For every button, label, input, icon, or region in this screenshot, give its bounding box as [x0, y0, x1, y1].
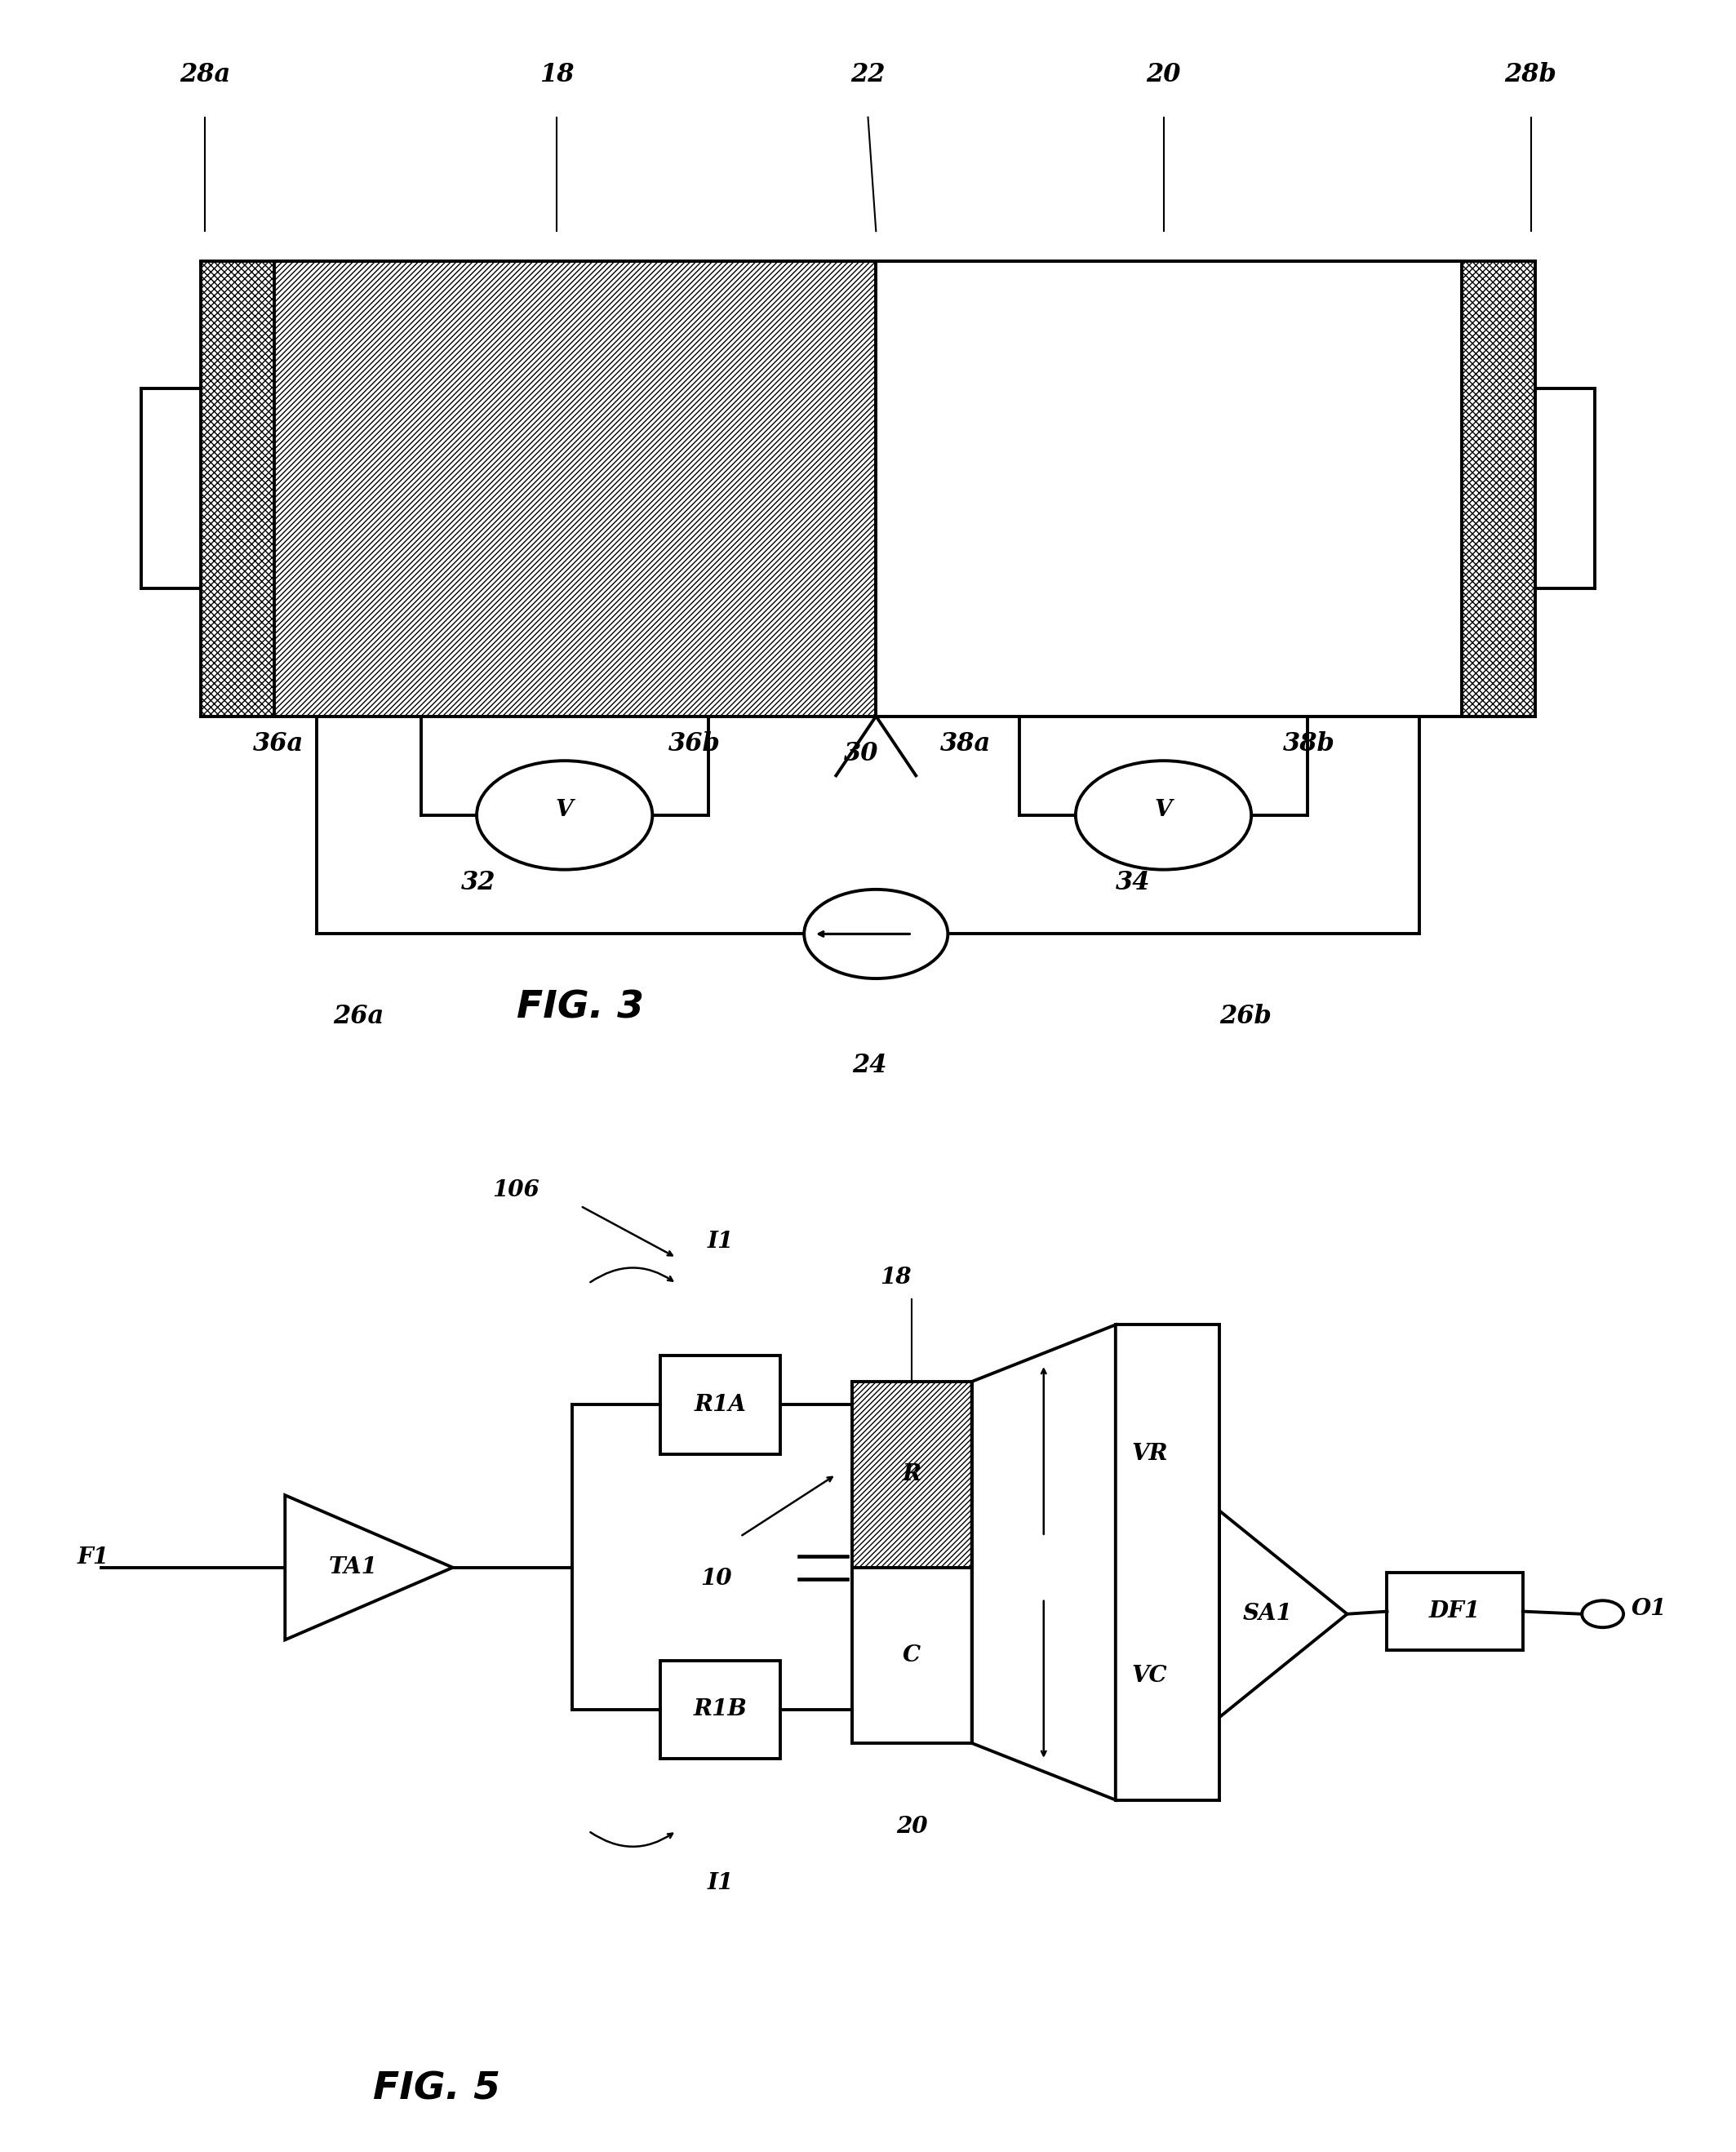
Text: 28a: 28a [181, 62, 231, 88]
Text: TA1: TA1 [328, 1556, 377, 1580]
Text: 20: 20 [1146, 62, 1180, 88]
Bar [1462, 260, 1536, 717]
Text: 38a: 38a [939, 732, 991, 758]
Text: R: R [903, 1463, 922, 1485]
Text: 34: 34 [1116, 869, 1151, 895]
Text: 36b: 36b [668, 732, 720, 758]
Text: 32: 32 [460, 869, 495, 895]
Bar [852, 1382, 972, 1567]
Text: 22: 22 [851, 62, 885, 88]
Text: 18: 18 [540, 62, 575, 88]
Text: VR: VR [1132, 1442, 1168, 1466]
Text: 26b: 26b [1219, 1003, 1271, 1029]
Text: O1: O1 [1632, 1597, 1667, 1620]
Text: 28b: 28b [1505, 62, 1557, 88]
Text: V: V [1154, 798, 1172, 822]
Text: FIG. 5: FIG. 5 [373, 2070, 500, 2107]
Circle shape [1076, 762, 1252, 869]
Text: 26a: 26a [333, 1003, 384, 1029]
Text: FIG. 3: FIG. 3 [517, 990, 644, 1027]
Text: V: V [556, 798, 573, 822]
Text: C: C [903, 1644, 922, 1666]
Text: R1A: R1A [694, 1394, 746, 1416]
Bar [660, 1661, 779, 1758]
Text: VC: VC [1132, 1666, 1167, 1687]
Bar [200, 260, 274, 717]
Text: 30: 30 [844, 740, 878, 766]
Text: F1: F1 [78, 1545, 109, 1569]
Circle shape [804, 889, 948, 979]
Circle shape [477, 762, 653, 869]
Text: 106: 106 [493, 1179, 540, 1201]
Text: 24: 24 [852, 1052, 887, 1078]
Text: DF1: DF1 [1429, 1601, 1481, 1623]
Text: R1B: R1B [693, 1698, 746, 1722]
Bar [660, 1356, 779, 1455]
Text: 18: 18 [880, 1268, 911, 1289]
Text: I1: I1 [707, 1872, 733, 1894]
Text: 10: 10 [701, 1567, 733, 1590]
Text: 36a: 36a [253, 732, 304, 758]
Text: 38b: 38b [1283, 732, 1335, 758]
Text: SA1: SA1 [1243, 1603, 1292, 1625]
Bar [877, 260, 1462, 717]
Bar [852, 1567, 972, 1743]
Bar [1387, 1573, 1522, 1651]
Text: 20: 20 [896, 1816, 927, 1838]
Bar [274, 260, 877, 717]
Text: I1: I1 [707, 1231, 733, 1252]
